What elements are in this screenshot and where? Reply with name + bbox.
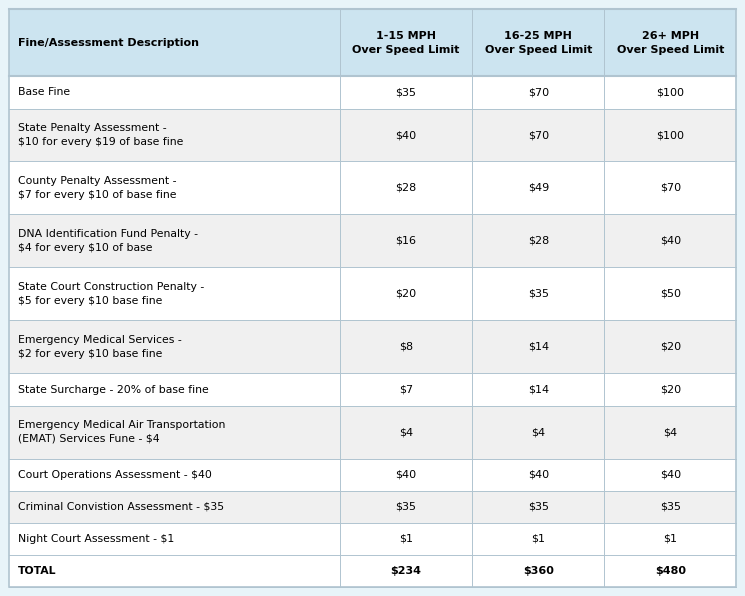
Bar: [9, 9, 736, 76]
Text: \$16: \$16: [396, 236, 416, 246]
Text: Court Operations Assessment - \$40: Court Operations Assessment - \$40: [18, 470, 212, 480]
Bar: [9, 162, 736, 215]
Text: \$14: \$14: [527, 342, 549, 352]
Bar: [9, 458, 736, 491]
Text: \$40: \$40: [527, 470, 549, 480]
Text: \$7: \$7: [399, 384, 413, 395]
Text: \$100: \$100: [656, 88, 684, 98]
Text: State Penalty Assessment -
\$10 for every \$19 of base fine: State Penalty Assessment - \$10 for ever…: [18, 123, 183, 147]
Bar: [9, 268, 736, 321]
Bar: [9, 406, 736, 458]
Bar: [9, 523, 736, 555]
Text: \$70: \$70: [659, 183, 681, 193]
Bar: [9, 108, 736, 162]
Bar: [9, 321, 736, 374]
Text: \$28: \$28: [527, 236, 549, 246]
Text: Emergency Medical Services -
\$2 for every \$10 base fine: Emergency Medical Services - \$2 for eve…: [18, 336, 182, 359]
Text: \$70: \$70: [527, 130, 549, 140]
Text: State Surcharge - 20% of base fine: State Surcharge - 20% of base fine: [18, 384, 209, 395]
Text: \$20: \$20: [396, 289, 416, 299]
Bar: [9, 555, 736, 587]
Text: \$234: \$234: [390, 566, 422, 576]
Text: 26+ MPH
Over Speed Limit: 26+ MPH Over Speed Limit: [617, 30, 724, 55]
Text: \$1: \$1: [531, 534, 545, 544]
Text: Base Fine: Base Fine: [18, 88, 70, 98]
Text: \$1: \$1: [399, 534, 413, 544]
Text: \$480: \$480: [655, 566, 685, 576]
Text: \$40: \$40: [396, 470, 416, 480]
Bar: [9, 374, 736, 406]
Text: \$49: \$49: [527, 183, 549, 193]
Text: \$4: \$4: [399, 427, 413, 437]
Text: \$360: \$360: [523, 566, 554, 576]
Text: \$14: \$14: [527, 384, 549, 395]
Text: \$35: \$35: [527, 289, 549, 299]
Text: State Court Construction Penalty -
\$5 for every \$10 base fine: State Court Construction Penalty - \$5 f…: [18, 283, 204, 306]
Text: \$20: \$20: [659, 342, 681, 352]
Text: \$40: \$40: [396, 130, 416, 140]
Text: \$40: \$40: [659, 236, 681, 246]
Text: \$100: \$100: [656, 130, 684, 140]
Text: \$28: \$28: [396, 183, 416, 193]
Text: Night Court Assessment - \$1: Night Court Assessment - \$1: [18, 534, 174, 544]
Text: County Penalty Assessment -
\$7 for every \$10 of base fine: County Penalty Assessment - \$7 for ever…: [18, 176, 177, 200]
Bar: [9, 491, 736, 523]
Text: \$35: \$35: [396, 502, 416, 512]
Text: 1-15 MPH
Over Speed Limit: 1-15 MPH Over Speed Limit: [352, 30, 460, 55]
Bar: [9, 76, 736, 108]
Text: \$20: \$20: [659, 384, 681, 395]
Text: DNA Identification Fund Penalty -
\$4 for every \$10 of base: DNA Identification Fund Penalty - \$4 fo…: [18, 229, 198, 253]
Text: Emergency Medical Air Transportation
(EMAT) Services Fune - \$4: Emergency Medical Air Transportation (EM…: [18, 421, 225, 443]
Text: \$35: \$35: [396, 88, 416, 98]
Text: \$4: \$4: [531, 427, 545, 437]
Text: Criminal Convistion Assessment - \$35: Criminal Convistion Assessment - \$35: [18, 502, 224, 512]
Text: 16-25 MPH
Over Speed Limit: 16-25 MPH Over Speed Limit: [484, 30, 592, 55]
Text: \$40: \$40: [659, 470, 681, 480]
Text: \$4: \$4: [663, 427, 677, 437]
Text: \$35: \$35: [527, 502, 549, 512]
Text: \$8: \$8: [399, 342, 413, 352]
Text: \$35: \$35: [660, 502, 681, 512]
Bar: [9, 215, 736, 268]
Text: \$50: \$50: [660, 289, 681, 299]
Text: Fine/Assessment Description: Fine/Assessment Description: [18, 38, 199, 48]
Text: \$70: \$70: [527, 88, 549, 98]
Text: TOTAL: TOTAL: [18, 566, 57, 576]
Text: \$1: \$1: [663, 534, 677, 544]
